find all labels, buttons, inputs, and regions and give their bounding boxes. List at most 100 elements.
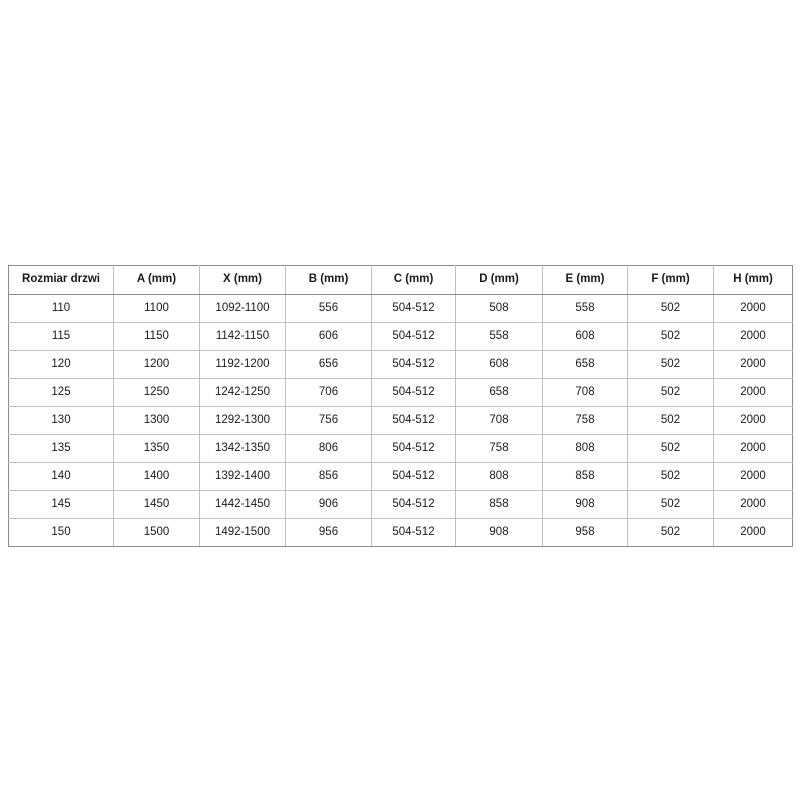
cell-c: 504-512 (371, 462, 456, 491)
cell-rozmiar-drzwi: 135 (8, 434, 114, 463)
cell-h: 2000 (713, 322, 793, 351)
cell-rozmiar-drzwi: 150 (8, 518, 114, 547)
cell-x: 1092-1100 (199, 294, 286, 323)
cell-rozmiar-drzwi: 110 (8, 294, 114, 323)
cell-x: 1142-1150 (199, 322, 286, 351)
table-row: 120 1200 1192-1200 656 504-512 608 658 502 2000 (8, 350, 793, 379)
cell-e: 608 (542, 322, 628, 351)
cell-a: 1350 (113, 434, 200, 463)
table-header: Rozmiar drzwi A (mm) X (mm) B (mm) C (mm… (8, 265, 793, 295)
cell-h: 2000 (713, 490, 793, 519)
cell-rozmiar-drzwi: 130 (8, 406, 114, 435)
table-row: 110 1100 1092-1100 556 504-512 508 558 502 2000 (8, 294, 793, 323)
table-row: 150 1500 1492-1500 956 504-512 908 958 502 2000 (8, 518, 793, 547)
cell-d: 908 (455, 518, 543, 547)
cell-e: 708 (542, 378, 628, 407)
cell-e: 958 (542, 518, 628, 547)
column-header-f: F (mm) (627, 265, 714, 295)
table-row: 135 1350 1342-1350 806 504-512 758 808 502 2000 (8, 434, 793, 463)
table-row: 115 1150 1142-1150 606 504-512 558 608 502 2000 (8, 322, 793, 351)
cell-b: 656 (285, 350, 372, 379)
cell-d: 758 (455, 434, 543, 463)
door-size-dimensions-table: Rozmiar drzwi A (mm) X (mm) B (mm) C (mm… (8, 265, 793, 547)
table-row: 130 1300 1292-1300 756 504-512 708 758 502 2000 (8, 406, 793, 435)
column-header-a: A (mm) (113, 265, 200, 295)
cell-x: 1442-1450 (199, 490, 286, 519)
cell-b: 606 (285, 322, 372, 351)
cell-b: 706 (285, 378, 372, 407)
cell-e: 808 (542, 434, 628, 463)
column-header-rozmiar-drzwi: Rozmiar drzwi (8, 265, 114, 295)
cell-h: 2000 (713, 518, 793, 547)
cell-c: 504-512 (371, 490, 456, 519)
cell-f: 502 (627, 294, 714, 323)
cell-c: 504-512 (371, 350, 456, 379)
cell-rozmiar-drzwi: 145 (8, 490, 114, 519)
cell-a: 1150 (113, 322, 200, 351)
table-row: 140 1400 1392-1400 856 504-512 808 858 502 2000 (8, 462, 793, 491)
cell-e: 758 (542, 406, 628, 435)
cell-x: 1292-1300 (199, 406, 286, 435)
cell-c: 504-512 (371, 322, 456, 351)
table-header-row: Rozmiar drzwi A (mm) X (mm) B (mm) C (mm… (8, 265, 793, 295)
cell-h: 2000 (713, 406, 793, 435)
cell-f: 502 (627, 518, 714, 547)
cell-d: 658 (455, 378, 543, 407)
cell-d: 858 (455, 490, 543, 519)
cell-f: 502 (627, 406, 714, 435)
cell-h: 2000 (713, 434, 793, 463)
column-header-d: D (mm) (455, 265, 543, 295)
cell-c: 504-512 (371, 406, 456, 435)
cell-x: 1492-1500 (199, 518, 286, 547)
cell-rozmiar-drzwi: 140 (8, 462, 114, 491)
table-row: 125 1250 1242-1250 706 504-512 658 708 502 2000 (8, 378, 793, 407)
cell-c: 504-512 (371, 518, 456, 547)
cell-rozmiar-drzwi: 115 (8, 322, 114, 351)
column-header-h: H (mm) (713, 265, 793, 295)
cell-d: 558 (455, 322, 543, 351)
cell-h: 2000 (713, 462, 793, 491)
cell-c: 504-512 (371, 378, 456, 407)
column-header-x: X (mm) (199, 265, 286, 295)
cell-f: 502 (627, 350, 714, 379)
cell-d: 708 (455, 406, 543, 435)
cell-d: 808 (455, 462, 543, 491)
cell-b: 856 (285, 462, 372, 491)
cell-c: 504-512 (371, 294, 456, 323)
cell-b: 756 (285, 406, 372, 435)
cell-x: 1192-1200 (199, 350, 286, 379)
cell-f: 502 (627, 462, 714, 491)
cell-b: 906 (285, 490, 372, 519)
cell-a: 1250 (113, 378, 200, 407)
cell-b: 806 (285, 434, 372, 463)
cell-e: 858 (542, 462, 628, 491)
cell-x: 1242-1250 (199, 378, 286, 407)
cell-h: 2000 (713, 294, 793, 323)
cell-h: 2000 (713, 350, 793, 379)
cell-a: 1500 (113, 518, 200, 547)
cell-e: 558 (542, 294, 628, 323)
cell-e: 908 (542, 490, 628, 519)
table-body: 110 1100 1092-1100 556 504-512 508 558 502 2000 1… (8, 294, 793, 547)
cell-h: 2000 (713, 378, 793, 407)
cell-b: 556 (285, 294, 372, 323)
cell-a: 1400 (113, 462, 200, 491)
cell-x: 1342-1350 (199, 434, 286, 463)
column-header-c: C (mm) (371, 265, 456, 295)
cell-c: 504-512 (371, 434, 456, 463)
cell-f: 502 (627, 378, 714, 407)
cell-rozmiar-drzwi: 120 (8, 350, 114, 379)
cell-d: 508 (455, 294, 543, 323)
table-container: Rozmiar drzwi A (mm) X (mm) B (mm) C (mm… (8, 265, 793, 547)
cell-b: 956 (285, 518, 372, 547)
cell-x: 1392-1400 (199, 462, 286, 491)
cell-a: 1100 (113, 294, 200, 323)
column-header-e: E (mm) (542, 265, 628, 295)
cell-f: 502 (627, 322, 714, 351)
table-row: 145 1450 1442-1450 906 504-512 858 908 502 2000 (8, 490, 793, 519)
cell-a: 1450 (113, 490, 200, 519)
cell-a: 1200 (113, 350, 200, 379)
column-header-b: B (mm) (285, 265, 372, 295)
cell-e: 658 (542, 350, 628, 379)
cell-a: 1300 (113, 406, 200, 435)
